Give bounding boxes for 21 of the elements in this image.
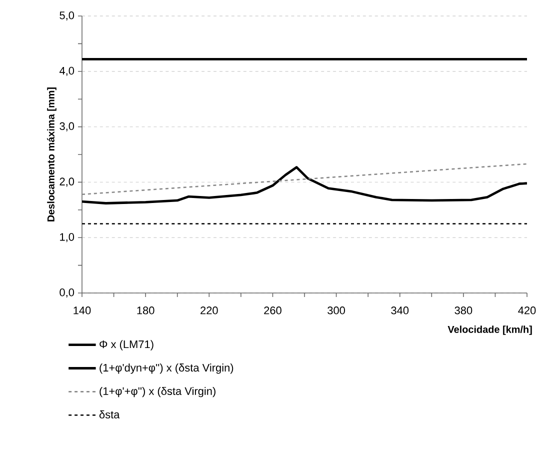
x-tick-label: 300 bbox=[328, 306, 345, 314]
legend-label: (1+φ'dyn+φ'') x (δsta Virgin) bbox=[100, 364, 234, 374]
x-tick-label: 260 bbox=[264, 306, 282, 314]
x-tick-label: 340 bbox=[391, 306, 409, 314]
y-tick-label: 1,0 bbox=[60, 233, 74, 242]
legend-label: δsta bbox=[99, 410, 120, 418]
x-tick-label: 420 bbox=[518, 306, 536, 314]
y-axis-title: Deslocamento máxima [mm] bbox=[47, 88, 56, 222]
x-tick-label: 140 bbox=[74, 306, 91, 314]
y-tick-label: 0,0 bbox=[60, 288, 74, 298]
x-tick-label: 220 bbox=[200, 306, 218, 314]
legend-label: Φ x (LM71) bbox=[100, 340, 154, 350]
y-tick-label: 3,0 bbox=[60, 122, 74, 132]
legend-label: (1+φ'+φ'') x (δsta Virgin) bbox=[100, 386, 216, 398]
x-axis-title: Velocidade [km/h] bbox=[448, 326, 532, 335]
x-tick-label: 380 bbox=[454, 306, 472, 314]
y-tick-label: 4,0 bbox=[59, 66, 74, 76]
y-tick-label: 2,0 bbox=[60, 178, 74, 187]
x-tick-label: 180 bbox=[137, 306, 154, 314]
line-series bbox=[82, 166, 528, 204]
y-tick-label: 5,0 bbox=[60, 11, 74, 21]
